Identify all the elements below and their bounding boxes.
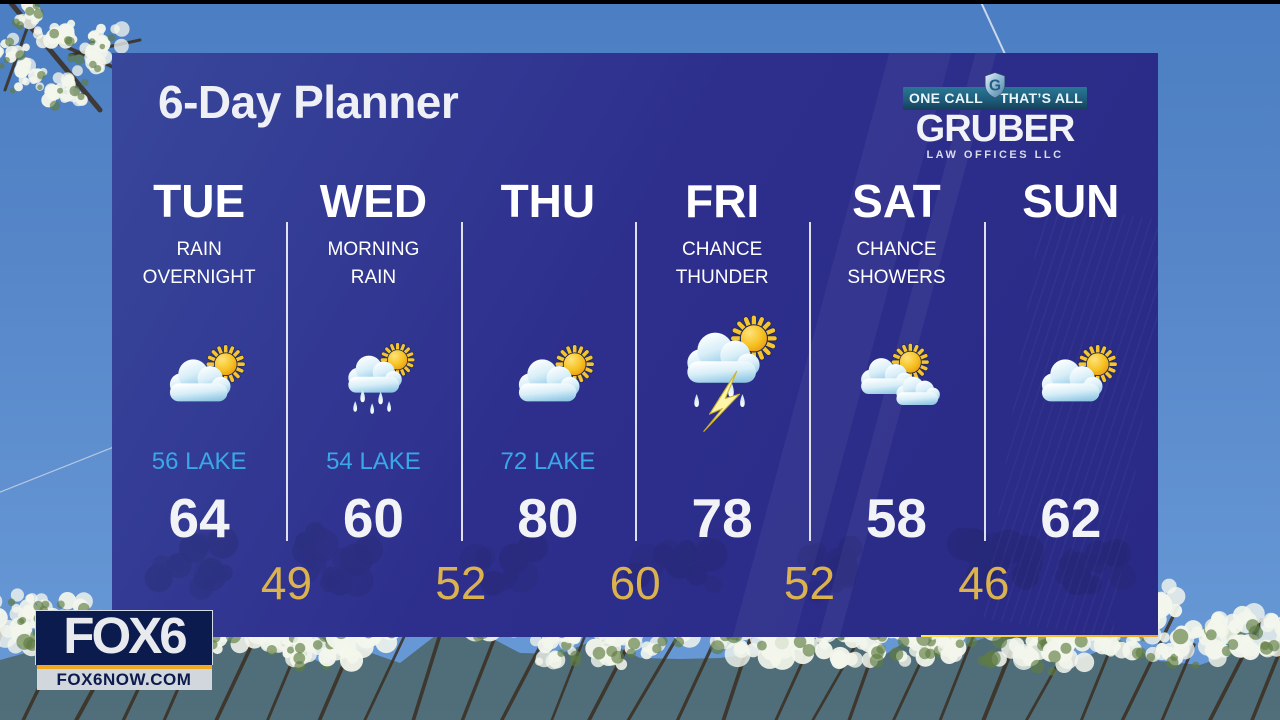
svg-text:FOX6: FOX6 xyxy=(63,611,186,664)
svg-text:G: G xyxy=(989,77,1001,94)
